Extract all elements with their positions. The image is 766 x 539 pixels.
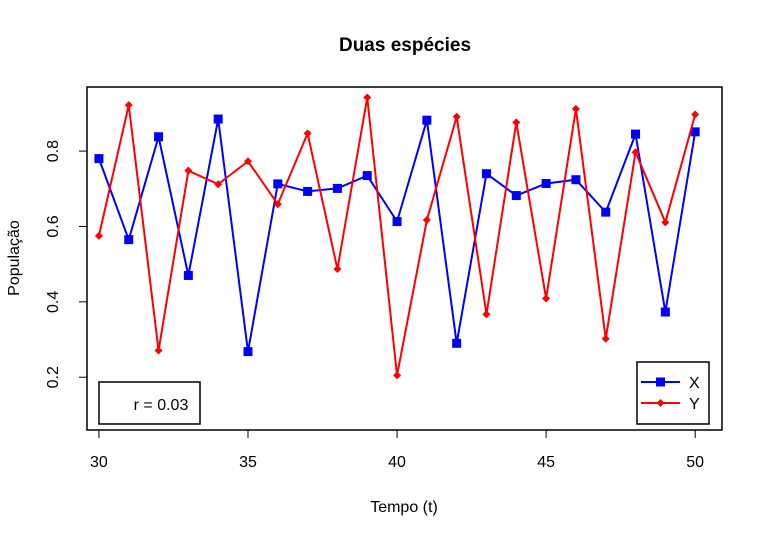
series-y-point xyxy=(571,104,580,113)
x-tick-label: 30 xyxy=(90,454,108,471)
legend-item-x: X xyxy=(641,375,700,392)
y-axis-label: População xyxy=(6,220,23,296)
x-tick-label: 45 xyxy=(537,454,555,471)
series-x-point xyxy=(631,129,641,139)
series-x-point xyxy=(541,178,551,188)
series-y-point xyxy=(542,294,551,303)
y-tick-label: 0.4 xyxy=(45,291,62,313)
y-axis: 0.2 0.4 0.6 0.8 xyxy=(45,140,88,388)
series-x-point xyxy=(273,179,283,189)
series-layer xyxy=(94,93,700,380)
series-x-point xyxy=(660,307,670,317)
series-y-point xyxy=(601,334,610,343)
x-axis-label: Tempo (t) xyxy=(370,499,438,516)
series-y-point xyxy=(184,166,193,175)
annotation-box xyxy=(98,381,201,425)
series-x-point xyxy=(94,154,104,164)
series-y-point xyxy=(452,112,461,121)
series-y-line xyxy=(97,97,697,376)
series-x-point xyxy=(183,270,193,280)
series-x-point xyxy=(422,115,432,125)
series-y xyxy=(94,93,700,380)
series-y-point xyxy=(154,346,163,355)
legend-label: X xyxy=(689,375,700,392)
chart-title: Duas espécies xyxy=(339,35,471,56)
plot-frame xyxy=(86,86,723,431)
series-x-point xyxy=(154,132,164,142)
series-y-point xyxy=(94,231,103,240)
annotation-text: r = 0.03 xyxy=(134,397,189,414)
series-x-point xyxy=(124,235,134,245)
legend-item-y: Y xyxy=(641,396,700,413)
series-x-point xyxy=(332,183,342,193)
legend-label: Y xyxy=(689,396,700,413)
series-x-point xyxy=(481,169,491,179)
legend-marker xyxy=(656,399,665,407)
series-y-point xyxy=(422,216,431,225)
series-y-point xyxy=(661,218,670,227)
legend: XY xyxy=(636,361,710,425)
x-tick-label: 50 xyxy=(686,454,704,471)
x-axis: 30 35 40 45 50 xyxy=(90,429,704,471)
y-tick-label: 0.8 xyxy=(45,140,62,162)
series-y-point xyxy=(243,157,252,166)
series-y-point xyxy=(124,101,133,110)
series-x-point xyxy=(571,175,581,185)
series-x-point xyxy=(243,347,253,357)
series-y-point xyxy=(482,310,491,319)
legend-marker xyxy=(656,377,665,387)
series-x-point xyxy=(452,338,462,348)
series-x-point xyxy=(362,171,372,181)
y-tick-label: 0.2 xyxy=(45,366,62,388)
series-y-point xyxy=(691,110,700,119)
series-x-line xyxy=(97,118,697,352)
series-x-point xyxy=(690,127,700,137)
series-x-point xyxy=(303,186,313,196)
series-x xyxy=(94,114,700,357)
series-y-point xyxy=(273,200,282,209)
series-y-point xyxy=(631,148,640,157)
x-tick-label: 35 xyxy=(239,454,257,471)
series-x-point xyxy=(213,114,223,124)
series-y-point xyxy=(512,118,521,127)
series-y-point xyxy=(303,129,312,138)
series-y-point xyxy=(363,93,372,102)
series-x-point xyxy=(601,207,611,217)
legend-box xyxy=(636,361,710,425)
series-y-point xyxy=(214,180,223,189)
y-tick-label: 0.6 xyxy=(45,215,62,237)
series-y-point xyxy=(333,265,342,274)
series-y-point xyxy=(393,371,402,380)
series-x-point xyxy=(392,217,402,227)
correlation-annotation: r = 0.03 xyxy=(98,381,201,425)
x-tick-label: 40 xyxy=(388,454,406,471)
series-x-point xyxy=(511,191,521,201)
